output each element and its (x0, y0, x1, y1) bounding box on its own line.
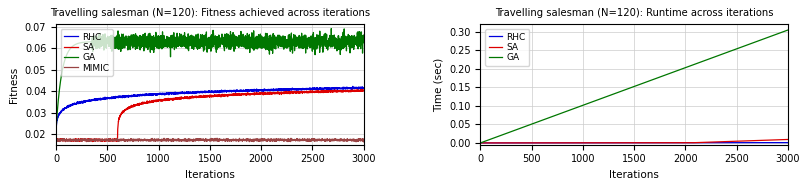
SA (476, 142, 486, 144)
RHC (154, 93, 163, 96)
GA (51, 129, 61, 131)
SA (623, 142, 633, 144)
RHC (51, 138, 61, 140)
RHC (623, 142, 633, 144)
MIMIC (358, 141, 368, 143)
GA (345, 37, 354, 39)
RHC (348, 85, 358, 87)
SA (537, 142, 546, 144)
SA (174, 97, 183, 100)
Line: RHC: RHC (56, 86, 363, 139)
GA (326, 27, 336, 30)
RHC (358, 88, 368, 90)
SA (51, 139, 61, 142)
RHC (770, 142, 779, 144)
MIMIC (351, 141, 361, 143)
GA (154, 39, 163, 42)
RHC (783, 142, 793, 144)
MIMIC (174, 140, 183, 142)
GA (113, 34, 122, 36)
Legend: RHC, SA, GA, MIMIC: RHC, SA, GA, MIMIC (61, 29, 113, 76)
Y-axis label: Time (sec): Time (sec) (434, 58, 443, 112)
GA (199, 41, 209, 43)
Line: GA: GA (56, 29, 363, 130)
GA (174, 39, 183, 42)
Legend: RHC, SA, GA: RHC, SA, GA (485, 29, 530, 66)
SA (783, 138, 793, 141)
SA (238, 93, 247, 95)
RHC (662, 142, 672, 144)
SA (598, 142, 608, 144)
MIMIC (113, 138, 122, 140)
SA (358, 89, 368, 92)
RHC (174, 93, 183, 95)
GA (623, 88, 633, 90)
RHC (345, 87, 354, 89)
MIMIC (212, 137, 222, 139)
RHC (199, 90, 209, 93)
MIMIC (345, 138, 354, 141)
SA (770, 139, 779, 141)
Y-axis label: Fitness: Fitness (10, 67, 19, 103)
SA (88, 140, 98, 143)
MIMIC (199, 139, 209, 141)
SA (154, 99, 163, 102)
Line: SA: SA (56, 90, 363, 142)
SA (199, 96, 209, 98)
RHC (113, 96, 122, 99)
SA (345, 90, 354, 92)
X-axis label: Iterations: Iterations (185, 170, 234, 180)
GA (476, 142, 486, 144)
Line: GA: GA (481, 30, 788, 143)
MIMIC (238, 139, 247, 141)
SA (578, 142, 587, 144)
GA (770, 34, 779, 36)
RHC (537, 142, 546, 144)
RHC (476, 142, 486, 144)
RHC (598, 142, 608, 144)
GA (783, 29, 793, 31)
Title: Travelling salesman (N=120): Runtime across iterations: Travelling salesman (N=120): Runtime acr… (495, 8, 774, 18)
MIMIC (51, 140, 61, 142)
MIMIC (154, 138, 163, 140)
X-axis label: Iterations: Iterations (610, 170, 659, 180)
SA (662, 142, 672, 144)
Line: MIMIC: MIMIC (56, 138, 363, 142)
GA (662, 73, 672, 76)
RHC (578, 142, 587, 144)
GA (578, 104, 587, 107)
Line: SA: SA (481, 139, 788, 143)
GA (537, 119, 546, 121)
RHC (238, 90, 247, 92)
GA (358, 34, 368, 36)
SA (352, 89, 362, 91)
SA (113, 139, 122, 141)
GA (598, 97, 608, 99)
Title: Travelling salesman (N=120): Fitness achieved across iterations: Travelling salesman (N=120): Fitness ach… (50, 8, 370, 18)
GA (238, 44, 247, 46)
